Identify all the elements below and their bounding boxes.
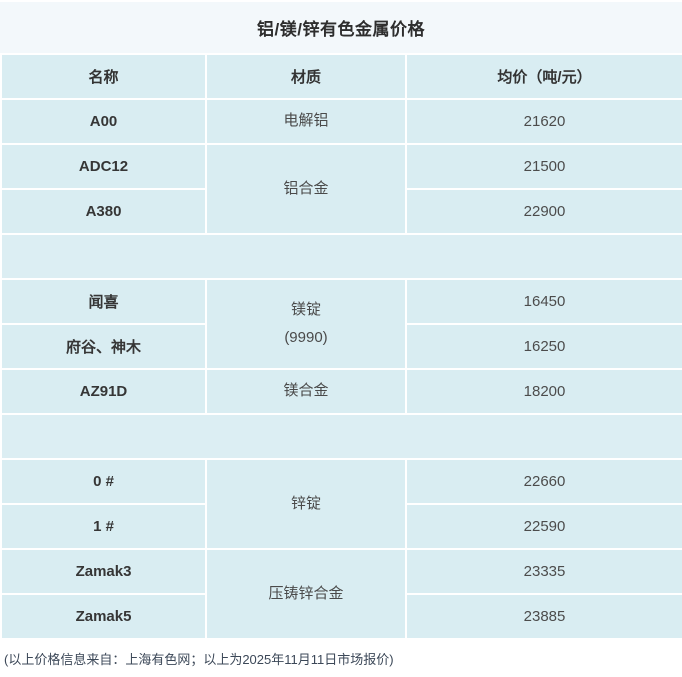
header-name: 名称 xyxy=(0,53,207,100)
price-cell: 18200 xyxy=(405,368,682,415)
price-cell: 21620 xyxy=(405,98,682,145)
table-row: 1 # 22590 xyxy=(0,503,682,550)
spacer-cell xyxy=(0,413,682,460)
name-cell: A00 xyxy=(0,98,207,145)
name-cell: ADC12 xyxy=(0,143,207,190)
table-row: Zamak3 压铸锌合金 23335 xyxy=(0,548,682,640)
material-cell: 铝合金 xyxy=(205,143,407,235)
name-cell: 府谷、神木 xyxy=(0,323,207,370)
page-title: 铝/镁/锌有色金属价格 xyxy=(257,20,425,39)
name-cell: Zamak3 xyxy=(0,548,207,595)
section-spacer xyxy=(0,233,682,280)
table-row: ADC12 铝合金 21500 xyxy=(0,143,682,235)
table-row: 0 # 锌锭 22660 xyxy=(0,458,682,550)
name-cell: Zamak5 xyxy=(0,593,207,640)
spacer-cell xyxy=(0,233,682,280)
title-band: 铝/镁/锌有色金属价格 xyxy=(0,2,682,53)
name-cell: 0 # xyxy=(0,458,207,505)
price-cell: 16250 xyxy=(405,323,682,370)
price-cell: 22590 xyxy=(405,503,682,550)
name-cell: 1 # xyxy=(0,503,207,550)
name-cell: AZ91D xyxy=(0,368,207,415)
price-cell: 23885 xyxy=(405,593,682,640)
price-cell: 16450 xyxy=(405,278,682,325)
header-average-price: 均价（吨/元） xyxy=(405,53,682,100)
material-cell: 压铸锌合金 xyxy=(205,548,407,640)
material-cell: 镁锭 (9990) xyxy=(205,278,407,370)
price-cell: 22660 xyxy=(405,458,682,505)
price-cell: 21500 xyxy=(405,143,682,190)
table-row: 闻喜 镁锭 (9990) 16450 xyxy=(0,278,682,370)
metal-price-table: 名称 材质 均价（吨/元） A00 电解铝 21620 ADC12 铝合金 21… xyxy=(0,53,682,640)
table-row: 府谷、神木 16250 xyxy=(0,323,682,370)
footer-note: (以上价格信息来自：上海有色网；以上为2025年11月11日市场报价) xyxy=(4,652,394,667)
material-cell: 镁合金 xyxy=(205,368,407,415)
table-row: AZ91D 镁合金 18200 xyxy=(0,368,682,415)
material-cell: 电解铝 xyxy=(205,98,407,145)
material-cell: 锌锭 xyxy=(205,458,407,550)
header-material: 材质 xyxy=(205,53,407,100)
name-cell: 闻喜 xyxy=(0,278,207,325)
name-cell: A380 xyxy=(0,188,207,235)
price-cell: 22900 xyxy=(405,188,682,235)
price-cell: 23335 xyxy=(405,548,682,595)
header-row: 名称 材质 均价（吨/元） xyxy=(0,53,682,100)
section-spacer xyxy=(0,413,682,460)
table-row: Zamak5 23885 xyxy=(0,593,682,640)
table-row: A00 电解铝 21620 xyxy=(0,98,682,145)
